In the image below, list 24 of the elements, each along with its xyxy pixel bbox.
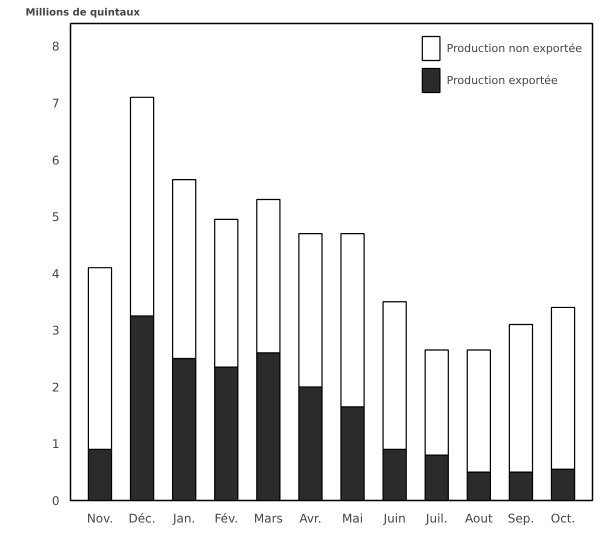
y-tick-label: 8 (52, 40, 60, 54)
x-tick-label: Fév. (214, 512, 238, 526)
y-tick-label: 1 (52, 437, 60, 452)
x-tick-label: Avr. (299, 512, 322, 526)
y-tick-label: 3 (52, 324, 60, 338)
x-tick-label: Mars (254, 512, 283, 526)
x-tick-label: Mai (342, 512, 364, 526)
legend-label: Production non exportée (446, 42, 582, 54)
y-axis-title: Millions de quintaux (26, 8, 140, 18)
x-tick-label: Juin (382, 512, 406, 526)
x-tick-label: Jan. (172, 512, 196, 526)
y-tick-label: 6 (52, 153, 60, 168)
x-tick-label: Juil. (424, 512, 448, 526)
x-tick-label: Déc. (128, 512, 156, 526)
y-tick-label: 5 (52, 210, 60, 224)
y-tick-label: 0 (52, 494, 60, 508)
y-tick-label: 7 (52, 96, 60, 110)
x-tick-label: Aout (465, 512, 493, 526)
x-tick-label: Nov. (86, 512, 114, 526)
x-tick-label: Oct. (550, 512, 576, 526)
legend-label: Production exportée (446, 74, 558, 86)
y-tick-label: 4 (52, 266, 60, 281)
x-tick-label: Sep. (508, 512, 534, 526)
y-tick-label: 2 (52, 380, 60, 394)
